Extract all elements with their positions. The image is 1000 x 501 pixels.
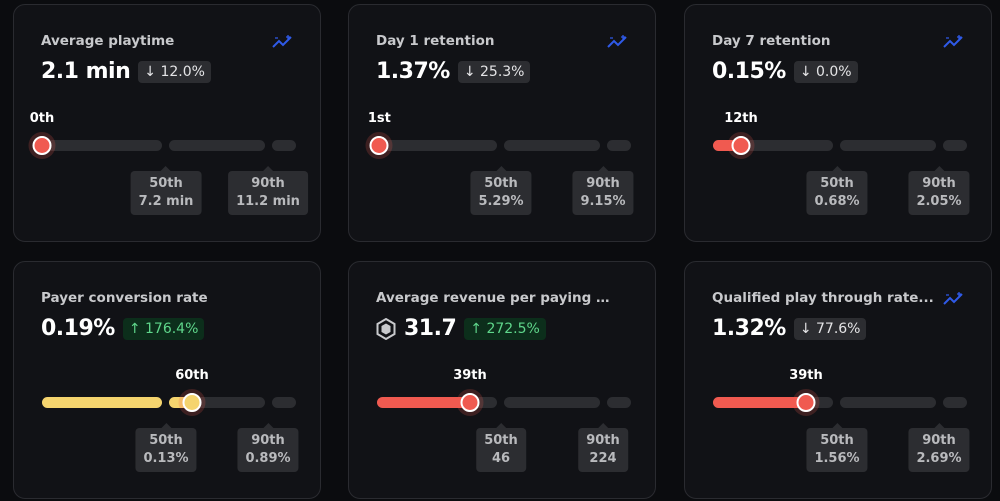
metric-value: 0.15% bbox=[712, 59, 786, 84]
delta-badge: ↓ 0.0% bbox=[793, 60, 858, 83]
track-segment-low bbox=[377, 397, 497, 408]
sparkline-icon[interactable] bbox=[272, 34, 294, 50]
p50-tooltip: 50th 7.2 min bbox=[130, 166, 202, 215]
p90-label: 90th bbox=[922, 176, 956, 191]
metric-card[interactable]: Day 7 retention 0.15% ↓ 0.0% 12th 50th 0.… bbox=[684, 4, 992, 242]
percentile-marker bbox=[731, 136, 751, 155]
track-segment-mid bbox=[169, 140, 265, 151]
p90-label: 90th bbox=[922, 433, 956, 448]
track-segment-mid bbox=[840, 140, 936, 151]
p50-tooltip: 50th 0.68% bbox=[806, 166, 868, 215]
p90-tooltip: 90th 11.2 min bbox=[228, 166, 308, 215]
p90-label: 90th bbox=[251, 176, 285, 191]
p90-tooltip: 90th 224 bbox=[578, 423, 628, 472]
p90-value: 11.2 min bbox=[236, 194, 300, 209]
track-segment-low bbox=[42, 140, 162, 151]
delta-badge: ↑ 272.5% bbox=[464, 317, 546, 340]
p90-value: 224 bbox=[589, 451, 617, 466]
p50-tooltip: 50th 46 bbox=[476, 423, 526, 472]
track-segment-high bbox=[943, 140, 967, 151]
p90-value: 9.15% bbox=[580, 194, 626, 209]
track-segment-mid bbox=[504, 140, 600, 151]
percentile-label: 12th bbox=[724, 111, 758, 126]
p50-value: 0.68% bbox=[814, 194, 860, 209]
p90-tooltip: 90th 2.69% bbox=[908, 423, 970, 472]
metric-title: Day 7 retention bbox=[712, 33, 831, 49]
p90-value: 2.69% bbox=[916, 451, 962, 466]
p90-value: 2.05% bbox=[916, 194, 962, 209]
track-segment-low bbox=[713, 397, 833, 408]
metric-card[interactable]: Payer conversion rate 0.19% ↑ 176.4% 60t… bbox=[13, 261, 321, 499]
track-segment-mid bbox=[504, 397, 600, 408]
percentile-marker bbox=[796, 393, 816, 412]
p50-label: 50th bbox=[820, 433, 854, 448]
metric-card[interactable]: Day 1 retention 1.37% ↓ 25.3% 1st 50th 5.… bbox=[348, 4, 656, 242]
delta-badge: ↓ 25.3% bbox=[457, 60, 531, 83]
track-segment-low bbox=[377, 140, 497, 151]
p90-tooltip: 90th 9.15% bbox=[572, 166, 634, 215]
p90-label: 90th bbox=[586, 433, 620, 448]
p90-label: 90th bbox=[586, 176, 620, 191]
metric-card[interactable]: Average revenue per paying users 31.7 ↑ … bbox=[348, 261, 656, 499]
p50-value: 0.13% bbox=[143, 451, 189, 466]
p50-value: 46 bbox=[491, 451, 511, 466]
p50-label: 50th bbox=[484, 176, 518, 191]
metric-value: 1.37% bbox=[376, 59, 450, 84]
metric-value: 1.32% bbox=[712, 316, 786, 341]
p50-value: 7.2 min bbox=[138, 194, 194, 209]
track-segment-low bbox=[713, 140, 833, 151]
p50-value: 1.56% bbox=[814, 451, 860, 466]
p50-value: 5.29% bbox=[478, 194, 524, 209]
percentile-marker bbox=[32, 136, 52, 155]
sparkline-icon[interactable] bbox=[607, 34, 629, 50]
metric-card[interactable]: Average playtime 2.1 min ↓ 12.0% 0th 50t… bbox=[13, 4, 321, 242]
track-segment-high bbox=[272, 397, 296, 408]
sparkline-icon[interactable] bbox=[943, 291, 965, 307]
percentile-marker bbox=[182, 393, 202, 412]
percentile-label: 39th bbox=[789, 368, 823, 383]
percentile-label: 60th bbox=[175, 368, 209, 383]
track-segment-high bbox=[607, 397, 631, 408]
delta-badge: ↓ 12.0% bbox=[138, 60, 211, 83]
metric-value: 0.19% bbox=[41, 316, 115, 341]
metric-title: Qualified play through rate... bbox=[712, 290, 934, 306]
metric-title: Day 1 retention bbox=[376, 33, 495, 49]
p50-tooltip: 50th 0.13% bbox=[135, 423, 197, 472]
metric-title: Average revenue per paying users bbox=[376, 290, 611, 306]
p90-tooltip: 90th 2.05% bbox=[908, 166, 970, 215]
sparkline-icon[interactable] bbox=[943, 34, 965, 50]
p90-tooltip: 90th 0.89% bbox=[237, 423, 299, 472]
percentile-label: 1st bbox=[367, 111, 391, 126]
track-segment-high bbox=[607, 140, 631, 151]
p50-tooltip: 50th 1.56% bbox=[806, 423, 868, 472]
track-segment-high bbox=[943, 397, 967, 408]
percentile-marker bbox=[460, 393, 480, 412]
p50-label: 50th bbox=[484, 433, 518, 448]
p50-tooltip: 50th 5.29% bbox=[470, 166, 532, 215]
metric-value: 31.7 bbox=[404, 316, 457, 341]
p50-label: 50th bbox=[149, 433, 183, 448]
metric-value: 2.1 min bbox=[41, 59, 131, 84]
track-segment-mid bbox=[169, 397, 265, 408]
robux-icon bbox=[376, 317, 396, 340]
p90-value: 0.89% bbox=[245, 451, 291, 466]
percentile-label: 39th bbox=[453, 368, 487, 383]
delta-badge: ↑ 176.4% bbox=[122, 317, 205, 340]
metric-title: Average playtime bbox=[41, 33, 175, 49]
p90-label: 90th bbox=[251, 433, 285, 448]
p50-label: 50th bbox=[820, 176, 854, 191]
percentile-label: 0th bbox=[29, 111, 55, 126]
track-segment-high bbox=[272, 140, 296, 151]
track-segment-mid bbox=[840, 397, 936, 408]
track-segment-low bbox=[42, 397, 162, 408]
metric-card[interactable]: Qualified play through rate... 1.32% ↓ 7… bbox=[684, 261, 992, 499]
delta-badge: ↓ 77.6% bbox=[793, 317, 867, 340]
p50-label: 50th bbox=[149, 176, 183, 191]
percentile-marker bbox=[369, 136, 389, 155]
metric-title: Payer conversion rate bbox=[41, 290, 208, 306]
